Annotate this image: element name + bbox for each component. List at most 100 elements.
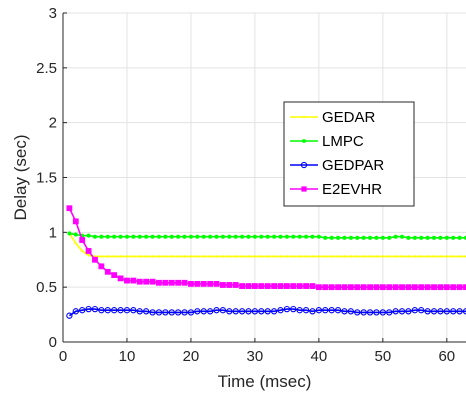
data-point-gedar: [285, 255, 289, 258]
data-point-e2evhr: [392, 284, 399, 291]
data-point-lmpc: [438, 235, 443, 240]
data-point-gedpar: [85, 305, 92, 313]
data-point-gedar: [144, 255, 148, 258]
data-point-gedpar: [123, 307, 131, 314]
data-point-gedar: [292, 255, 295, 258]
data-point-lmpc: [124, 234, 130, 239]
data-point-e2evhr: [309, 283, 316, 289]
data-point-gedpar: [347, 308, 355, 315]
data-point-gedpar: [117, 307, 124, 314]
data-point-gedpar: [187, 309, 195, 316]
data-point-gedpar: [162, 309, 169, 316]
data-point-e2evhr: [411, 284, 418, 291]
data-point-lmpc: [169, 234, 174, 239]
data-point-lmpc: [406, 235, 411, 240]
data-point-lmpc: [367, 235, 373, 240]
data-point-gedpar: [181, 309, 188, 316]
data-point-gedpar: [405, 308, 412, 315]
data-point-lmpc: [201, 234, 206, 239]
data-point-gedpar: [206, 308, 214, 315]
data-point-gedar: [119, 255, 122, 258]
data-point-gedpar: [354, 309, 361, 316]
series-lmpc: [67, 231, 466, 240]
data-point-gedar: [400, 255, 404, 258]
data-point-lmpc: [92, 234, 98, 239]
data-point-gedar: [375, 255, 378, 258]
data-point-e2evhr: [347, 284, 354, 291]
y-tick-label: 0: [49, 334, 57, 351]
data-point-lmpc: [425, 235, 430, 240]
data-point-gedar: [426, 255, 429, 258]
data-point-gedar: [272, 255, 276, 258]
data-point-e2evhr: [283, 283, 290, 289]
data-point-lmpc: [240, 234, 245, 239]
data-point-gedpar: [200, 308, 207, 315]
data-point-lmpc: [329, 235, 334, 240]
data-point-gedar: [234, 255, 237, 258]
data-point-gedpar: [143, 308, 150, 315]
y-tick-label: 3: [49, 5, 57, 22]
data-point-lmpc: [412, 235, 417, 240]
data-point-lmpc: [444, 235, 449, 240]
data-point-lmpc: [144, 234, 149, 239]
data-point-gedpar: [251, 308, 259, 315]
y-tick-label: 1.5: [36, 170, 57, 187]
data-point-gedar: [432, 255, 436, 258]
data-point-lmpc: [387, 235, 392, 240]
data-point-gedar: [349, 255, 353, 258]
data-point-gedpar: [168, 309, 175, 316]
data-point-gedpar: [72, 308, 79, 315]
data-point-lmpc: [323, 235, 328, 240]
series-e2evhr: [66, 205, 466, 291]
x-tick-label: 60: [438, 348, 455, 365]
data-point-e2evhr: [181, 279, 188, 286]
data-point-e2evhr: [258, 283, 265, 289]
axes: 0 10 20 30 40 50 60 0 0.5 1 1.5 2 2.5 3: [36, 5, 466, 365]
data-point-lmpc: [297, 234, 302, 239]
data-point-e2evhr: [130, 277, 137, 284]
data-point-e2evhr: [290, 283, 297, 289]
y-axis-title: Delay (sec): [11, 135, 30, 221]
legend-item-e2evhr: E2EVHR: [290, 181, 382, 198]
data-point-gedar: [388, 255, 391, 258]
data-point-e2evhr: [207, 280, 214, 287]
data-point-gedpar: [104, 307, 111, 314]
data-point-gedar: [196, 255, 199, 258]
data-point-e2evhr: [162, 279, 169, 286]
data-point-e2evhr: [143, 278, 150, 285]
data-point-gedpar: [341, 308, 348, 315]
legend-item-lmpc: LMPC: [290, 133, 364, 150]
data-point-e2evhr: [367, 284, 373, 291]
data-point-lmpc: [73, 232, 78, 237]
data-point-gedpar: [264, 308, 271, 315]
data-point-gedpar: [366, 309, 374, 316]
data-point-lmpc: [67, 231, 72, 236]
data-point-lmpc: [380, 235, 385, 240]
legend-swatch-marker: [302, 139, 306, 143]
data-point-e2evhr: [264, 283, 271, 289]
data-point-e2evhr: [303, 283, 309, 289]
data-point-e2evhr: [111, 272, 118, 279]
data-point-gedpar: [258, 308, 265, 315]
data-point-e2evhr: [117, 275, 124, 282]
data-point-e2evhr: [136, 278, 143, 285]
data-point-e2evhr: [322, 284, 329, 291]
data-point-gedar: [208, 255, 212, 258]
data-point-gedpar: [430, 308, 438, 315]
data-point-gedar: [125, 255, 129, 258]
data-point-lmpc: [374, 235, 379, 240]
data-point-e2evhr: [360, 284, 367, 291]
data-point-gedar: [87, 254, 90, 257]
data-point-lmpc: [271, 234, 277, 239]
data-point-gedar: [324, 255, 327, 258]
data-point-gedpar: [238, 308, 246, 315]
data-point-e2evhr: [443, 284, 450, 291]
series-gedpar: [66, 305, 466, 319]
data-point-gedar: [452, 255, 455, 258]
legend-item-gedpar: GEDPAR: [290, 157, 384, 174]
data-point-e2evhr: [124, 277, 130, 284]
data-point-gedar: [228, 255, 231, 258]
x-tick-label: 0: [59, 348, 67, 365]
data-point-e2evhr: [66, 205, 73, 212]
data-point-e2evhr: [431, 284, 437, 291]
